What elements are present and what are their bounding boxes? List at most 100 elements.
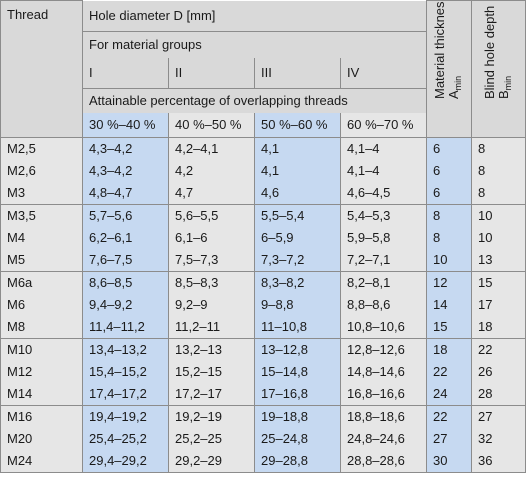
group-header-4: IV [339, 57, 428, 89]
material-thickness-subscript: min [453, 75, 464, 90]
blind-hole-depth-cell: 36 [471, 449, 527, 473]
diameter-cell-group-4: 5,4–5,3 [339, 204, 427, 227]
thread-cell: M2,6 [0, 159, 83, 182]
material-thickness-cell: 6 [426, 159, 472, 182]
table-row: M24 29,4–29,2 29,2–29 29–28,8 28,8–28,6 30 36 [0, 449, 527, 473]
diameter-cell-group-1: 8,6–8,5 [82, 271, 169, 294]
table-row: M6 9,4–9,2 9,2–9 9–8,8 8,8–8,6 14 17 [0, 293, 527, 316]
table-row: M2,5 4,3–4,2 4,2–4,1 4,1 4,1–4 6 8 [0, 137, 527, 160]
material-thickness-symbol: A [446, 89, 462, 99]
table-header: Thread Hole diameter D [mm] Material thi… [0, 0, 527, 138]
table-row: M2,6 4,3–4,2 4,2 4,1 4,1–4 6 8 [0, 159, 527, 182]
diameter-cell-group-4: 8,8–8,6 [339, 293, 427, 316]
thread-cell: M10 [0, 338, 83, 361]
table-row: M3 4,8–4,7 4,7 4,6 4,6–4,5 6 8 [0, 181, 527, 205]
blind-hole-depth-cell: 22 [471, 338, 527, 361]
diameter-cell-group-2: 7,5–7,3 [168, 248, 255, 272]
percentage-header-1: 30 %–40 % [82, 112, 169, 138]
diameter-cell-group-3: 15–14,8 [254, 360, 341, 383]
table-row: M20 25,4–25,2 25,2–25 25–24,8 24,8–24,6 27 32 [0, 427, 527, 450]
diameter-cell-group-3: 8,3–8,2 [254, 271, 341, 294]
diameter-cell-group-3: 6–5,9 [254, 226, 341, 249]
table-row: M10 13,4–13,2 13,2–13 13–12,8 12,8–12,6 18 22 [0, 338, 527, 361]
material-thickness-cell: 12 [426, 271, 472, 294]
thread-cell: M4 [0, 226, 83, 249]
thread-cell: M3,5 [0, 204, 83, 227]
attainable-percentage-header: Attainable percentage of overlapping thr… [81, 88, 428, 113]
material-thickness-cell: 18 [426, 338, 472, 361]
thread-cell: M24 [0, 449, 83, 473]
material-thickness-cell: 24 [426, 382, 472, 406]
diameter-cell-group-4: 5,9–5,8 [339, 226, 427, 249]
diameter-cell-group-3: 19–18,8 [254, 405, 341, 428]
group-header-3: III [254, 57, 341, 89]
percentage-header-2: 40 %–50 % [168, 112, 255, 138]
percentage-header-3: 50 %–60 % [254, 112, 341, 138]
group-header-2: II [168, 57, 255, 89]
blind-hole-depth-header: Blind hole depth Bmin [471, 0, 527, 138]
material-thickness-cell: 30 [426, 449, 472, 473]
thread-group: M3,5 5,7–5,6 5,6–5,5 5,5–5,4 5,4–5,3 8 10 M4 6,2… [0, 204, 527, 272]
table-row: M16 19,4–19,2 19,2–19 19–18,8 18,8–18,6 22 27 [0, 405, 527, 428]
diameter-cell-group-1: 7,6–7,5 [82, 248, 169, 272]
material-thickness-cell: 14 [426, 293, 472, 316]
group-header-1: I [82, 57, 169, 89]
diameter-cell-group-4: 8,2–8,1 [339, 271, 427, 294]
blind-hole-depth-cell: 8 [471, 137, 527, 160]
blind-hole-depth-cell: 8 [471, 159, 527, 182]
diameter-cell-group-3: 17–16,8 [254, 382, 341, 406]
blind-hole-depth-symbol: B [495, 89, 511, 99]
material-thickness-cell: 15 [426, 315, 472, 339]
blind-hole-depth-subscript: min [502, 75, 513, 90]
diameter-cell-group-1: 9,4–9,2 [82, 293, 169, 316]
diameter-cell-group-1: 29,4–29,2 [82, 449, 169, 473]
table-row: M14 17,4–17,2 17,2–17 17–16,8 16,8–16,6 24 28 [0, 382, 527, 406]
diameter-cell-group-3: 29–28,8 [254, 449, 341, 473]
diameter-cell-group-1: 11,4–11,2 [82, 315, 169, 339]
table-row: M3,5 5,7–5,6 5,6–5,5 5,5–5,4 5,4–5,3 8 10 [0, 204, 527, 227]
material-thickness-cell: 27 [426, 427, 472, 450]
diameter-cell-group-3: 5,5–5,4 [254, 204, 341, 227]
material-thickness-header: Material thickness Amin [426, 0, 473, 138]
diameter-cell-group-3: 4,1 [254, 137, 341, 160]
blind-hole-depth-cell: 13 [471, 248, 527, 272]
material-thickness-cell: 22 [426, 405, 472, 428]
thread-cell: M2,5 [0, 137, 83, 160]
blind-hole-depth-cell: 26 [471, 360, 527, 383]
diameter-cell-group-2: 19,2–19 [168, 405, 255, 428]
material-thickness-cell: 6 [426, 137, 472, 160]
diameter-cell-group-4: 18,8–18,6 [339, 405, 427, 428]
thread-group: M16 19,4–19,2 19,2–19 19–18,8 18,8–18,6 22 27 M… [0, 405, 527, 473]
thread-group: M6a 8,6–8,5 8,5–8,3 8,3–8,2 8,2–8,1 12 15 M6 9,4… [0, 271, 527, 339]
material-thickness-cell: 22 [426, 360, 472, 383]
diameter-cell-group-3: 13–12,8 [254, 338, 341, 361]
diameter-cell-group-2: 8,5–8,3 [168, 271, 255, 294]
blind-hole-depth-cell: 28 [471, 382, 527, 406]
diameter-cell-group-2: 13,2–13 [168, 338, 255, 361]
diameter-cell-group-2: 11,2–11 [168, 315, 255, 339]
diameter-cell-group-2: 5,6–5,5 [168, 204, 255, 227]
diameter-cell-group-4: 24,8–24,6 [339, 427, 427, 450]
blind-hole-depth-text: Blind hole depth [481, 5, 497, 99]
diameter-cell-group-4: 10,8–10,6 [339, 315, 427, 339]
thread-cell: M16 [0, 405, 83, 428]
thread-cell: M8 [0, 315, 83, 339]
material-groups-header: For material groups [81, 31, 428, 58]
blind-hole-depth-cell: 18 [471, 315, 527, 339]
diameter-cell-group-2: 4,2–4,1 [168, 137, 255, 160]
diameter-cell-group-3: 4,6 [254, 181, 341, 205]
diameter-cell-group-2: 29,2–29 [168, 449, 255, 473]
diameter-cell-group-4: 4,1–4 [339, 137, 427, 160]
diameter-cell-group-1: 5,7–5,6 [82, 204, 169, 227]
blind-hole-depth-cell: 10 [471, 204, 527, 227]
diameter-cell-group-1: 4,3–4,2 [82, 137, 169, 160]
thread-group: M10 13,4–13,2 13,2–13 13–12,8 12,8–12,6 18 22 M… [0, 338, 527, 406]
material-thickness-label: Material thickness Amin [432, 1, 465, 99]
thread-cell: M6a [0, 271, 83, 294]
blind-hole-depth-cell: 32 [471, 427, 527, 450]
diameter-cell-group-1: 4,8–4,7 [82, 181, 169, 205]
thread-cell: M20 [0, 427, 83, 450]
diameter-cell-group-3: 25–24,8 [254, 427, 341, 450]
diameter-cell-group-3: 9–8,8 [254, 293, 341, 316]
